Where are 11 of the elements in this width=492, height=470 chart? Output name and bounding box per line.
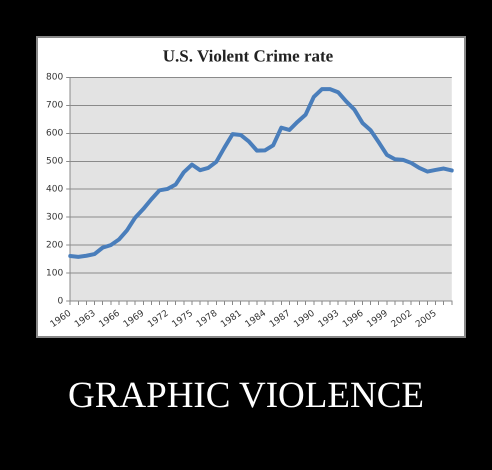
y-tick-label: 500 (46, 156, 64, 167)
y-tick-label: 600 (46, 128, 64, 139)
chart-title: U.S. Violent Crime rate (162, 46, 334, 66)
y-tick-label: 400 (46, 184, 64, 195)
y-tick-label: 100 (46, 268, 64, 278)
y-tick-label: 0 (57, 296, 64, 306)
y-tick-label: 300 (46, 212, 64, 223)
text: GRAPHIC VIOLENCE (67, 374, 425, 417)
y-tick-label: 200 (46, 240, 64, 250)
y-tick-label: 800 (46, 72, 64, 83)
y-tick-label: 700 (46, 100, 64, 111)
